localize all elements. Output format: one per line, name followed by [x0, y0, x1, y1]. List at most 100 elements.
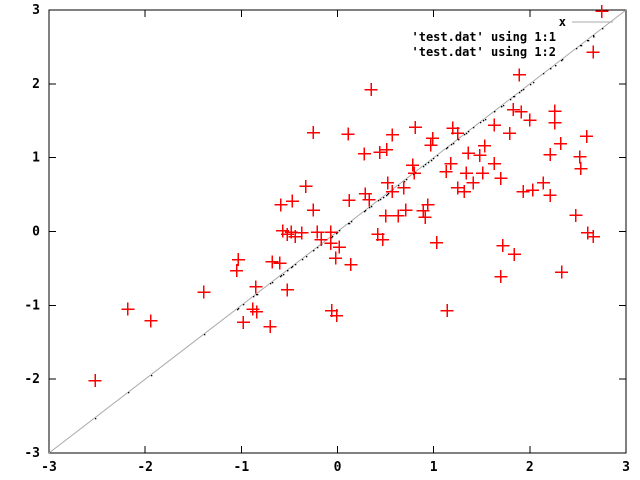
data-point [444, 157, 458, 171]
identity-dot [349, 223, 351, 225]
identity-dot [306, 256, 308, 258]
data-point [554, 137, 568, 151]
identity-dot [95, 418, 97, 420]
x-tick-label: -1 [234, 460, 250, 475]
data-point [324, 225, 338, 239]
data-point [487, 118, 501, 132]
data-point [548, 104, 562, 118]
x-tick-label: 1 [430, 460, 438, 475]
y-tick-label: -1 [24, 298, 40, 313]
y-tick-label: 3 [32, 3, 40, 18]
data-point [451, 126, 465, 140]
data-point [273, 256, 287, 270]
legend-label-using-1-2: 'test.dat' using 1:2 [411, 45, 557, 59]
data-point [310, 225, 324, 239]
data-point [362, 193, 376, 207]
data-point [306, 126, 320, 140]
identity-dot [413, 174, 415, 176]
identity-dot [151, 375, 153, 377]
data-point [306, 203, 320, 217]
data-point [569, 208, 583, 222]
data-point [263, 320, 277, 334]
legend-label-using-1-1: 'test.dat' using 1:1 [411, 30, 557, 44]
identity-line [48, 9, 627, 454]
identity-dot [523, 89, 525, 91]
data-point [399, 203, 413, 217]
identity-dot [447, 147, 449, 149]
identity-dot [291, 267, 293, 269]
identity-dot [339, 230, 341, 232]
data-point [543, 188, 557, 202]
identity-dot [485, 119, 487, 121]
identity-dot [380, 199, 382, 201]
identity-dot [128, 392, 130, 394]
identity-dot [431, 160, 433, 162]
data-point [391, 209, 405, 223]
identity-dot [581, 45, 583, 47]
data-point [329, 251, 343, 265]
data-point [299, 179, 313, 193]
identity-dot [302, 259, 304, 261]
data-point [407, 166, 421, 180]
data-point [424, 138, 438, 152]
data-point [357, 147, 371, 161]
x-tick-label: -3 [41, 460, 57, 475]
identity-dot [480, 122, 482, 124]
data-point [503, 126, 517, 140]
identity-dot [332, 236, 334, 238]
identity-dot [555, 65, 557, 67]
identity-dot [292, 266, 294, 268]
identity-dot [388, 193, 390, 195]
identity-dot [587, 40, 589, 42]
data-point [373, 145, 387, 159]
data-point [478, 139, 492, 153]
data-point [476, 166, 490, 180]
data-point [514, 105, 528, 119]
data-point [397, 181, 411, 195]
identity-dot [383, 197, 385, 199]
legend-dot-sample [593, 36, 595, 38]
data-point [332, 240, 346, 254]
data-point [421, 198, 435, 212]
identity-dot [295, 264, 297, 266]
data-point [364, 83, 378, 97]
data-point [487, 157, 501, 171]
identity-dot [313, 250, 315, 252]
data-point [280, 283, 294, 297]
data-point [236, 315, 250, 329]
identity-dot [287, 270, 289, 272]
data-point [274, 198, 288, 212]
identity-dot [238, 308, 240, 310]
y-tick-label: 0 [32, 225, 40, 240]
identity-dot [337, 232, 339, 234]
data-point [406, 158, 420, 172]
data-point [574, 162, 588, 176]
data-point [548, 116, 562, 130]
identity-dot [406, 179, 408, 181]
identity-dot [494, 111, 496, 113]
data-point [285, 194, 299, 208]
data-point [536, 176, 550, 190]
data-point [496, 239, 510, 253]
data-point [506, 103, 520, 117]
identity-dot [378, 200, 380, 202]
data-point [494, 270, 508, 284]
identity-dot [510, 99, 512, 101]
identity-dot [404, 181, 406, 183]
identity-dot [464, 134, 466, 136]
data-point [381, 176, 395, 190]
data-point [555, 265, 569, 279]
data-point [376, 233, 390, 247]
data-point [295, 226, 309, 240]
identity-dot [458, 139, 460, 141]
identity-dot [348, 223, 350, 225]
y-tick-label: 2 [32, 77, 40, 92]
data-point [430, 236, 444, 250]
identity-dot [483, 120, 485, 122]
identity-dot [602, 28, 604, 30]
x-tick-label: 2 [526, 460, 534, 475]
identity-dot [398, 185, 400, 187]
identity-dot [514, 96, 516, 98]
